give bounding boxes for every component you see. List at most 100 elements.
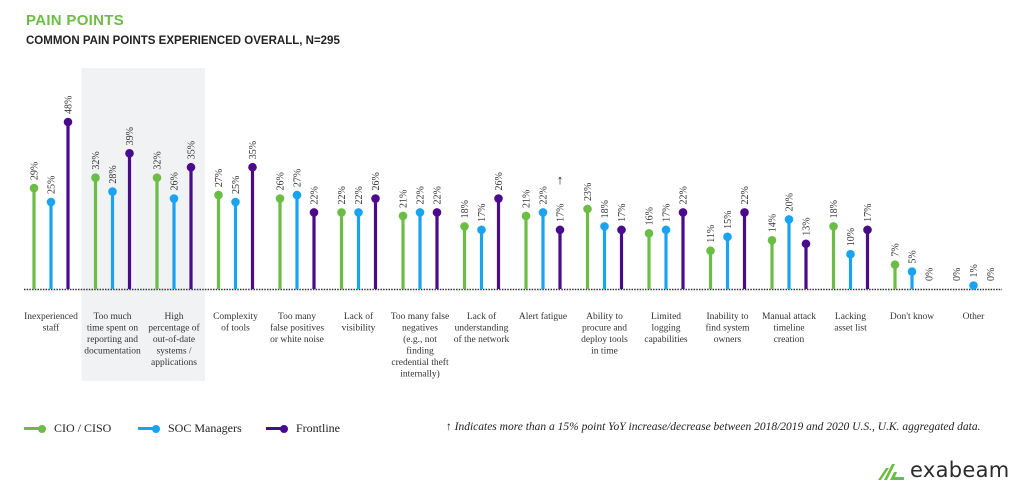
- category-label-line: asset list: [834, 324, 867, 334]
- category-label-line: Don't know: [890, 312, 934, 322]
- legend-swatch-cio: [24, 424, 46, 433]
- data-label: 11%: [706, 225, 717, 243]
- category-label-line: Too much: [93, 312, 131, 322]
- point-cio-ciso: [644, 229, 654, 238]
- category-label: Other: [963, 312, 985, 322]
- data-label: 18%: [829, 200, 840, 218]
- category-label-line: documentation: [84, 347, 141, 357]
- data-label: 35%: [248, 141, 259, 159]
- logo-text: exabeam: [910, 458, 1010, 482]
- data-label: 16%: [645, 207, 656, 225]
- data-label: 14%: [768, 214, 779, 232]
- exabeam-logo: exabeam: [878, 458, 1010, 482]
- category-label-line: High: [165, 312, 184, 322]
- data-label: 29%: [30, 162, 41, 180]
- category-label: Lack of visibility: [342, 311, 376, 334]
- point-soc-managers: [46, 197, 56, 207]
- point-soc-managers: [415, 208, 425, 217]
- point-cio-ciso: [29, 183, 39, 193]
- data-label: 22%: [310, 186, 321, 204]
- point-soc-managers: [846, 249, 855, 259]
- point-frontline: [248, 162, 257, 172]
- category-label: Inexperienced staff: [24, 312, 78, 334]
- category-label-line: internally): [400, 369, 440, 380]
- point-cio-ciso: [152, 173, 162, 182]
- data-label: 22%: [740, 186, 751, 204]
- category-label-line: deploy tools: [581, 335, 628, 345]
- data-label: 10%: [846, 228, 857, 246]
- point-frontline: [801, 239, 811, 249]
- point-frontline: [678, 208, 688, 217]
- category-label-line: staff: [43, 323, 61, 334]
- legend-item-cio: CIO / CISO: [24, 421, 111, 436]
- point-cio-ciso: [767, 235, 777, 245]
- data-label: 1%: [969, 264, 980, 277]
- data-label: 26%: [276, 172, 287, 190]
- point-cio-ciso: [829, 222, 838, 231]
- point-frontline: [555, 225, 565, 235]
- point-frontline: [309, 208, 319, 217]
- category-label: High percentage of out-of-date systems / app…: [148, 312, 200, 368]
- category-label: Complexity of tools: [213, 312, 258, 334]
- category-label-line: creation: [774, 335, 805, 345]
- data-label: 0%: [925, 268, 936, 281]
- category-label-line: understanding: [455, 324, 509, 334]
- category-label-line: (e.g., not: [403, 334, 437, 345]
- category-label: Inability to find system owners: [705, 312, 750, 345]
- data-label: 25%: [231, 176, 242, 194]
- category-label-line: applications: [151, 358, 197, 368]
- category-label-line: negatives: [402, 324, 438, 334]
- category-label-line: credential theft: [391, 357, 449, 368]
- category-label-line: Too many false: [391, 311, 449, 322]
- data-label: 26%: [371, 172, 382, 190]
- category-label-line: of the network: [454, 334, 510, 345]
- legend-label: SOC Managers: [168, 421, 242, 435]
- data-label: 22%: [416, 186, 427, 204]
- data-label: 21%: [522, 190, 533, 208]
- arrow-up-icon: ↑: [446, 421, 452, 433]
- highlight-band: [81, 68, 205, 381]
- category-label: Alert fatigue: [519, 311, 567, 322]
- point-cio-ciso: [521, 211, 531, 221]
- category-label: Manual attack timeline creation: [762, 312, 816, 345]
- data-label: 27%: [214, 169, 225, 187]
- category-label-line: Other: [963, 312, 985, 322]
- category-label-line: Lack of: [467, 311, 497, 322]
- point-cio-ciso: [706, 246, 715, 256]
- category-label-line: Too many: [278, 312, 316, 322]
- category-label-line: capabilities: [644, 335, 688, 345]
- category-label: Don't know: [890, 312, 934, 322]
- data-label: 22%: [433, 186, 444, 204]
- category-label-line: Complexity: [213, 312, 258, 322]
- category-label-line: Lack of: [344, 311, 374, 322]
- data-label: 27%: [293, 169, 304, 187]
- point-soc-managers: [661, 225, 671, 235]
- data-label: 32%: [91, 151, 102, 169]
- category-label-line: Limited: [651, 312, 681, 322]
- category-label-line: of tools: [221, 323, 250, 334]
- data-label: 22%: [337, 186, 348, 204]
- point-frontline: [371, 194, 380, 203]
- data-label: 17%: [477, 204, 488, 222]
- data-label: 21%: [399, 190, 410, 208]
- data-label: 32%: [153, 151, 164, 169]
- legend-label: CIO / CISO: [54, 421, 112, 435]
- data-label: 26%: [170, 172, 181, 190]
- point-cio-ciso: [337, 208, 346, 217]
- point-frontline: [863, 225, 872, 235]
- point-frontline: [125, 149, 134, 158]
- data-label: 22%: [354, 186, 365, 204]
- data-label: 13%: [802, 217, 813, 235]
- category-label: Ability to procure and deploy tools in time: [581, 312, 628, 357]
- category-label-line: Inability to: [707, 312, 749, 322]
- data-label: 22%: [679, 186, 690, 204]
- yoy-note-text: Indicates more than a 15% point YoY incr…: [454, 421, 981, 433]
- data-label: 18%: [460, 200, 471, 218]
- data-label: 28%: [108, 165, 119, 183]
- legend-item-frontline: Frontline: [266, 421, 340, 436]
- point-cio-ciso: [583, 204, 592, 214]
- point-soc-managers: [969, 281, 978, 290]
- data-label: 5%: [908, 250, 919, 263]
- data-label: 48%: [64, 96, 75, 114]
